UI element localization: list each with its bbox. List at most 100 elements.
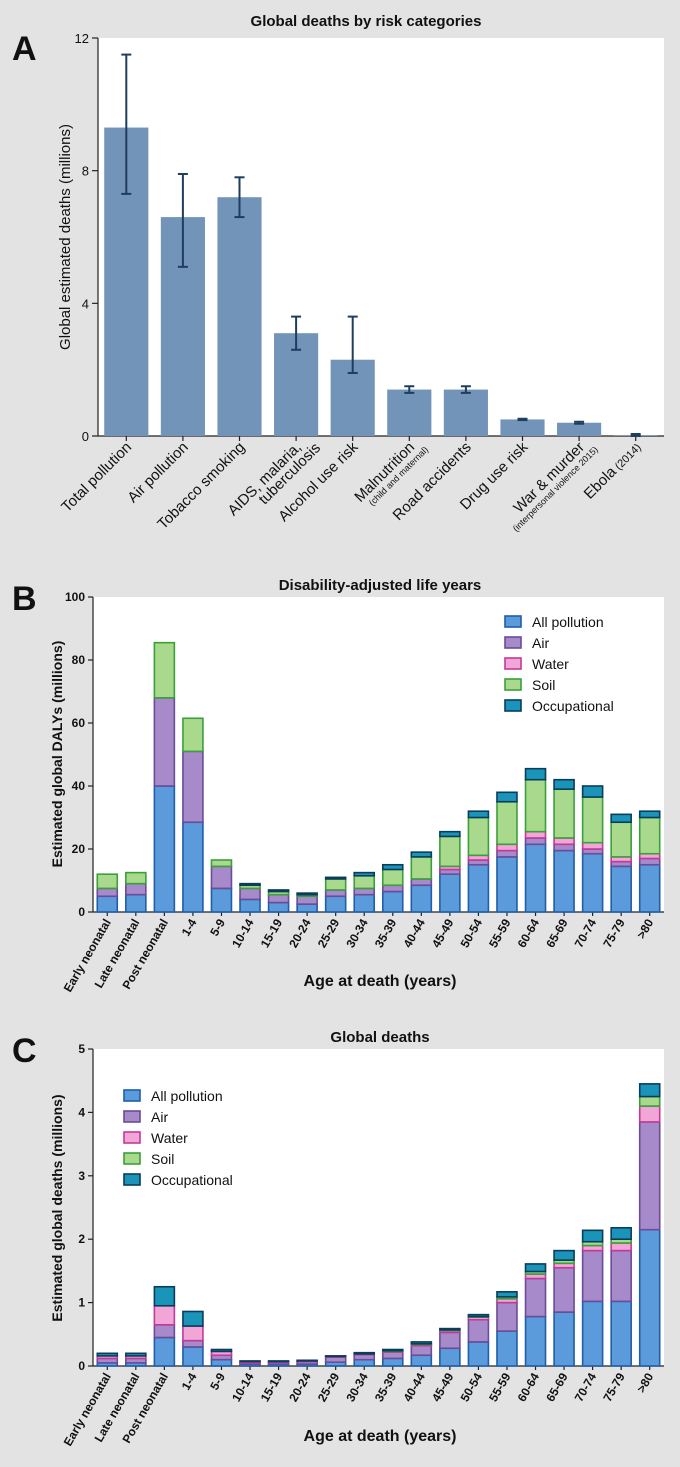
- chart-c-legend-label: Soil: [151, 1151, 174, 1167]
- chart-b-bar-segment: [182, 717, 204, 753]
- chart-b-bar-segment: [496, 791, 518, 803]
- chart-b-bar-segment: [467, 816, 490, 857]
- chart-a-ytick-label: 4: [82, 296, 89, 311]
- chart-c-bar-segment: [524, 1315, 547, 1367]
- chart-a-ytick-label: 0: [82, 429, 89, 444]
- chart-b-category-label: 35-39: [372, 916, 400, 950]
- chart-c-category-label: 70-74: [572, 1370, 600, 1404]
- chart-b-bar-segment: [210, 865, 233, 890]
- chart-b-ytick-label: 80: [72, 653, 86, 667]
- chart-c-category-label: 50-54: [458, 1370, 486, 1404]
- chart-c-bar-segment: [496, 1291, 518, 1298]
- chart-c-legend-swatch: [123, 1110, 141, 1123]
- chart-b-bar-segment: [496, 849, 518, 858]
- chart-b-bar-segment: [239, 898, 261, 913]
- chart-b-legend-label: Water: [532, 656, 569, 672]
- chart-c-bar-segment: [381, 1348, 404, 1352]
- chart-c-category-label: 35-39: [372, 1370, 400, 1404]
- chart-c-legend-swatch: [123, 1131, 141, 1144]
- chart-c-bar-segment: [410, 1354, 433, 1367]
- chart-b-bar-segment: [296, 895, 318, 905]
- chart-b-ytick-label: 20: [72, 842, 86, 856]
- chart-c-bar-segment: [153, 1304, 176, 1326]
- panel-label-c: C: [12, 1032, 37, 1070]
- chart-b-category-label: >80: [634, 916, 656, 941]
- chart-b-bars: [96, 641, 661, 913]
- chart-b-legend-swatch: [504, 699, 522, 712]
- chart-b-bar-segment: [467, 863, 490, 913]
- chart-b-bar-segment: [553, 843, 575, 852]
- chart-c-bar-segment: [239, 1360, 261, 1363]
- chart-b-category-label: 75-79: [600, 916, 628, 950]
- chart-b-title: Disability-adjusted life years: [279, 577, 482, 594]
- chart-c-bar-segment: [381, 1357, 404, 1367]
- chart-c-bar-segment: [581, 1229, 604, 1243]
- chart-c-category-label: 10-14: [229, 1370, 257, 1404]
- chart-a-category-suffix: (2014): [611, 442, 644, 475]
- chart-c-bar-segment: [381, 1351, 404, 1360]
- chart-b-category-label: 10-14: [229, 916, 257, 950]
- chart-b-bar-segment: [581, 796, 604, 844]
- chart-b-plot-area: [93, 597, 664, 912]
- chart-c-bar-segment: [524, 1277, 547, 1318]
- chart-b-category-label: 60-64: [515, 916, 543, 950]
- chart-b-category-label: 20-24: [286, 916, 314, 950]
- chart-b-bar-segment: [553, 837, 575, 846]
- chart-c-bar-segment: [153, 1285, 176, 1307]
- chart-c-bar-segment: [467, 1318, 490, 1343]
- chart-b-bar-segment: [125, 893, 147, 913]
- chart-c-ytick-label: 3: [78, 1169, 85, 1183]
- chart-b-category-label: 45-49: [429, 916, 457, 950]
- chart-c-bar-segment: [296, 1359, 318, 1362]
- chart-c-bar-segment: [210, 1358, 233, 1367]
- chart-a-bar: [217, 197, 262, 436]
- chart-b-bar-segment: [125, 871, 147, 885]
- chart-b-bar-segment: [410, 851, 433, 858]
- chart-c-category-label: 60-64: [515, 1370, 543, 1404]
- chart-c-bar-segment: [439, 1327, 461, 1331]
- chart-b-ytick-label: 0: [78, 905, 85, 919]
- chart-b: B Disability-adjusted life years Estimat…: [12, 577, 664, 995]
- chart-c-bar-segment: [496, 1330, 518, 1367]
- chart-c-bar-segment: [467, 1341, 490, 1367]
- chart-b-ytick-label: 100: [65, 590, 85, 604]
- chart-b-category-label: 50-54: [458, 916, 486, 950]
- chart-b-bar-segment: [267, 901, 290, 913]
- chart-a-bar: [387, 389, 432, 436]
- chart-c-legend: All pollution Air Water Soil Occupational: [123, 1088, 233, 1188]
- chart-b-bar-segment: [324, 895, 347, 913]
- chart-c-bar-segment: [439, 1331, 461, 1350]
- chart-c-category-label: 25-29: [315, 1370, 343, 1404]
- chart-b-bar-segment: [153, 785, 176, 913]
- chart-b-bar-segment: [581, 852, 604, 913]
- chart-b-ylabel: Estimated global DALYs (millions): [49, 641, 65, 868]
- chart-b-bar-segment: [581, 841, 604, 850]
- chart-c-bar-segment: [182, 1325, 204, 1342]
- chart-c-bar-segment: [353, 1358, 376, 1367]
- chart-b-category-label: 40-44: [400, 916, 428, 950]
- chart-b-bar-segment: [610, 821, 632, 858]
- chart-b-category-label: 55-59: [486, 916, 514, 950]
- chart-b-bar-segment: [239, 887, 261, 901]
- chart-b-bar-segment: [296, 903, 318, 913]
- chart-c-bar-segment: [439, 1347, 461, 1367]
- chart-c: C Global deaths Estimated global deaths …: [12, 1029, 664, 1449]
- chart-b-bar-segment: [410, 856, 433, 880]
- chart-b-legend-label: Soil: [532, 677, 555, 693]
- chart-a: A Global deaths by risk categories Globa…: [12, 13, 664, 534]
- chart-b-bar-segment: [439, 873, 461, 913]
- chart-b-xlabel: Age at death (years): [304, 973, 457, 990]
- chart-c-bar-segment: [638, 1105, 661, 1123]
- chart-c-bar-segment: [410, 1344, 433, 1357]
- chart-b-bar-segment: [381, 868, 404, 887]
- chart-b-bar-segment: [553, 849, 575, 913]
- chart-b-legend-swatch: [504, 678, 522, 691]
- chart-c-xlabel: Age at death (years): [304, 1428, 457, 1445]
- chart-b-bar-segment: [581, 785, 604, 798]
- chart-c-category-label: 55-59: [486, 1370, 514, 1404]
- chart-b-bar-segment: [610, 865, 632, 913]
- chart-c-category-label: 75-79: [600, 1370, 628, 1404]
- chart-c-bar-segment: [153, 1323, 176, 1339]
- chart-c-legend-swatch: [123, 1089, 141, 1102]
- chart-b-bar-segment: [524, 843, 547, 913]
